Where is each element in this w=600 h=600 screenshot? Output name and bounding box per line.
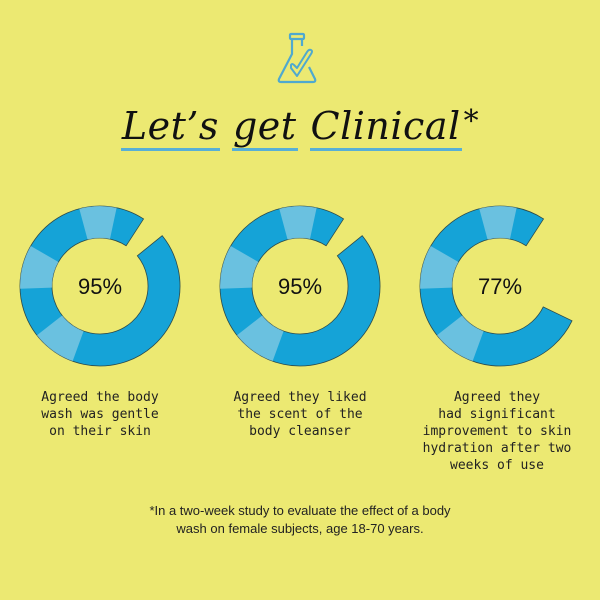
caption-3: Agreed they had significant improvement to… [402, 389, 592, 474]
caption-line: Agreed they [453, 390, 541, 405]
title-asterisk: * [463, 104, 480, 139]
caption-line: on their skin [49, 424, 151, 439]
caption-2: Agreed they liked the scent of the body cl… [205, 389, 395, 440]
donut-chart: 95% [219, 205, 381, 367]
donut-value-label: 95% [78, 274, 122, 299]
donut-highlight [220, 246, 259, 289]
donut-value-label: 77% [478, 274, 522, 299]
donut-highlight [20, 246, 59, 289]
footnote-line: wash on female subjects, age 18-70 years… [176, 521, 424, 536]
caption-line: weeks of use [450, 458, 544, 473]
donut-highlight [79, 206, 117, 240]
caption-line: body cleanser [249, 424, 351, 439]
caption-1: Agreed the body wash was gentle on their s… [5, 389, 195, 440]
donut-chart: 77% [419, 205, 573, 367]
caption-line: wash was gentle [41, 407, 159, 422]
caption-line: Agreed the body [41, 390, 159, 405]
donut-highlight [279, 206, 317, 240]
title-word: Clinical [309, 104, 462, 151]
caption-line: the scent of the [237, 407, 363, 422]
footnote: *In a two-week study to evaluate the eff… [0, 502, 600, 538]
donut-chart: 95% [19, 205, 181, 367]
donut-highlight [236, 315, 284, 362]
donut-highlight [436, 315, 484, 362]
donut-highlight [36, 315, 84, 362]
caption-line: Agreed they liked [233, 390, 367, 405]
footnote-line: *In a two-week study to evaluate the eff… [149, 503, 451, 518]
donut-highlight [420, 246, 459, 289]
donut-highlight [479, 206, 517, 240]
page-title: Let’s get Clinical * [0, 104, 600, 151]
caption-line: hydration after two [422, 441, 572, 456]
title-word: get [231, 104, 298, 151]
title-word: Let’s [120, 104, 220, 151]
caption-line: improvement to skin [422, 424, 572, 439]
caption-line: had significant [438, 407, 556, 422]
donut-charts: 95% 95% 77% [19, 205, 573, 367]
donut-value-label: 95% [278, 274, 322, 299]
flask-check-icon [277, 32, 317, 84]
